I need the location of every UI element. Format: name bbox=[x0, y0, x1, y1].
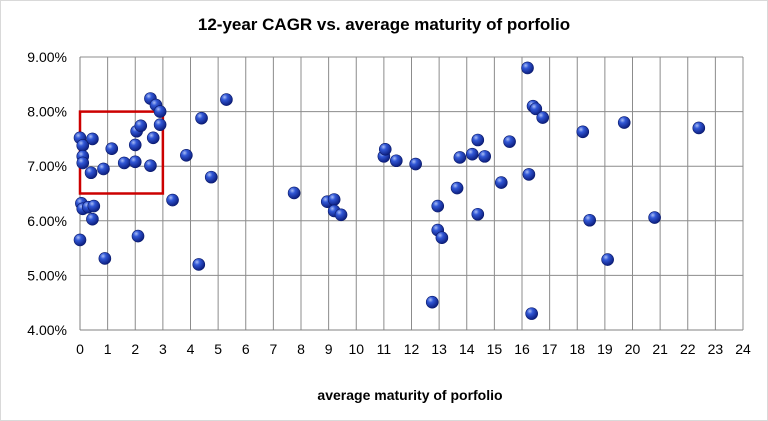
data-point bbox=[692, 121, 706, 135]
data-point bbox=[503, 135, 516, 148]
highlight-rectangle bbox=[78, 110, 165, 195]
data-point bbox=[450, 181, 464, 195]
data-point bbox=[287, 186, 301, 200]
data-point bbox=[478, 150, 492, 163]
y-tick-label: 8.00% bbox=[27, 104, 67, 120]
data-point bbox=[465, 147, 479, 161]
x-tick-label: 17 bbox=[542, 341, 558, 357]
data-point bbox=[128, 138, 142, 152]
data-point bbox=[86, 212, 99, 226]
x-tick-label: 0 bbox=[76, 341, 84, 357]
data-point bbox=[334, 208, 348, 222]
data-point bbox=[409, 157, 422, 171]
x-tick-label: 14 bbox=[459, 341, 475, 357]
data-point bbox=[648, 211, 661, 224]
x-tick-label: 1 bbox=[104, 341, 112, 357]
data-point bbox=[525, 307, 538, 320]
chart-title: 12-year CAGR vs. average maturity of por… bbox=[198, 15, 570, 34]
x-tick-label: 5 bbox=[214, 341, 222, 357]
data-point bbox=[73, 233, 87, 247]
data-point bbox=[583, 213, 596, 227]
y-tick-label: 6.00% bbox=[27, 213, 67, 229]
data-point bbox=[105, 142, 119, 156]
data-point bbox=[494, 176, 508, 189]
data-point bbox=[84, 166, 98, 180]
data-point bbox=[529, 102, 543, 116]
data-point bbox=[435, 231, 449, 245]
x-tick-label: 18 bbox=[569, 341, 585, 357]
data-point bbox=[166, 193, 179, 207]
data-point bbox=[192, 258, 206, 271]
data-point bbox=[471, 207, 485, 221]
x-tick-label: 23 bbox=[708, 341, 724, 357]
x-tick-label: 6 bbox=[242, 341, 250, 357]
data-point bbox=[146, 131, 160, 145]
data-point bbox=[204, 170, 218, 184]
x-tick-label: 4 bbox=[187, 341, 195, 357]
x-tick-label: 22 bbox=[680, 341, 696, 357]
data-point bbox=[601, 253, 614, 266]
data-point bbox=[86, 132, 99, 146]
y-axis-tick-labels: 4.00% 5.00% 6.00% 7.00% 8.00% 9.00% bbox=[27, 49, 67, 338]
data-point bbox=[471, 133, 485, 147]
x-tick-label: 12 bbox=[404, 341, 420, 357]
data-point bbox=[98, 252, 112, 265]
data-point bbox=[87, 199, 101, 213]
gridlines bbox=[79, 56, 744, 331]
data-point bbox=[180, 148, 193, 162]
x-tick-label: 3 bbox=[159, 341, 167, 357]
data-point bbox=[128, 155, 142, 169]
data-point bbox=[153, 105, 167, 118]
data-point bbox=[76, 156, 90, 170]
x-tick-label: 7 bbox=[269, 341, 277, 357]
data-point bbox=[134, 119, 148, 133]
x-tick-label: 19 bbox=[597, 341, 613, 357]
x-tick-label: 24 bbox=[735, 341, 751, 357]
x-tick-label: 20 bbox=[625, 341, 641, 357]
y-tick-label: 5.00% bbox=[27, 267, 67, 283]
x-tick-label: 10 bbox=[348, 341, 364, 357]
x-tick-label: 21 bbox=[652, 341, 668, 357]
data-point bbox=[327, 193, 341, 206]
y-tick-label: 9.00% bbox=[27, 49, 67, 65]
x-tick-label: 9 bbox=[325, 341, 333, 357]
highlight-box bbox=[78, 110, 165, 195]
y-tick-label: 4.00% bbox=[27, 322, 67, 338]
data-point bbox=[144, 159, 157, 172]
x-tick-label: 11 bbox=[377, 341, 392, 357]
x-axis-label: average maturity of porfolio bbox=[317, 387, 502, 403]
data-point bbox=[97, 162, 110, 176]
data-point bbox=[431, 199, 445, 213]
data-point bbox=[117, 156, 131, 170]
data-point bbox=[617, 116, 631, 129]
data-point bbox=[453, 151, 467, 164]
data-point bbox=[576, 125, 590, 139]
data-point bbox=[378, 142, 392, 156]
data-point bbox=[522, 168, 536, 181]
x-tick-label: 15 bbox=[487, 341, 503, 357]
y-tick-label: 7.00% bbox=[27, 158, 67, 174]
data-point bbox=[195, 111, 208, 125]
x-tick-label: 13 bbox=[431, 341, 447, 357]
data-points bbox=[73, 61, 706, 320]
x-tick-label: 16 bbox=[514, 341, 530, 357]
data-point bbox=[131, 229, 145, 243]
x-tick-label: 2 bbox=[131, 341, 139, 357]
x-axis-tick-labels: 0 1 2 3 4 5 6 7 8 9 10 11 12 13 14 15 16 17 18 19 20 21 22 23 24 bbox=[76, 341, 751, 357]
data-point bbox=[521, 61, 534, 75]
data-point bbox=[390, 154, 403, 168]
data-point bbox=[220, 93, 233, 106]
x-tick-label: 8 bbox=[297, 341, 305, 357]
data-point bbox=[536, 111, 550, 124]
data-point bbox=[153, 118, 167, 132]
data-point bbox=[425, 295, 439, 309]
